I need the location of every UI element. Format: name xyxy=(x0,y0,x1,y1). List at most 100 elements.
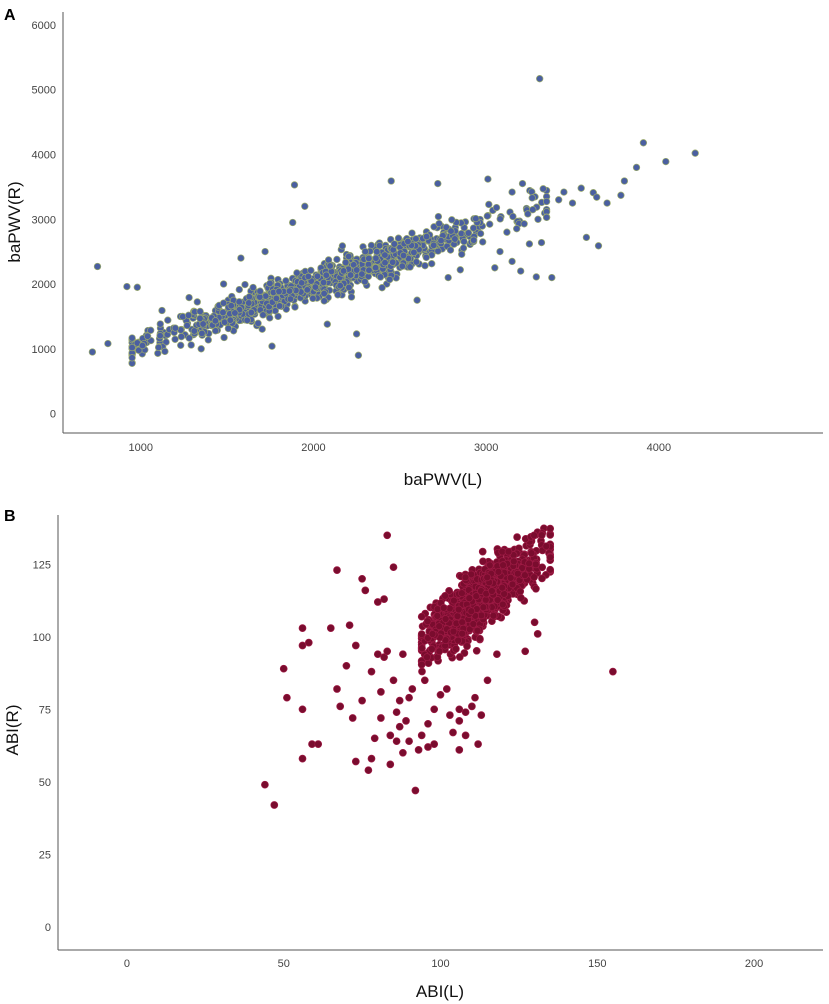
data-point xyxy=(272,294,281,303)
data-point xyxy=(348,714,357,722)
data-point xyxy=(372,254,380,262)
data-point xyxy=(156,332,164,340)
data-point xyxy=(412,235,420,243)
data-point xyxy=(261,247,269,256)
data-point xyxy=(513,533,521,541)
data-point xyxy=(383,531,392,540)
data-point xyxy=(386,731,395,740)
data-point xyxy=(484,175,492,183)
data-point xyxy=(231,309,239,317)
data-point xyxy=(620,177,629,185)
data-point xyxy=(538,563,547,572)
data-point xyxy=(529,206,537,214)
data-point xyxy=(577,184,585,192)
data-point xyxy=(358,574,366,583)
data-point xyxy=(503,228,511,236)
data-point xyxy=(417,630,426,638)
data-point xyxy=(434,179,442,188)
data-point xyxy=(498,583,507,592)
data-point xyxy=(322,271,330,279)
data-point xyxy=(453,612,462,620)
data-point xyxy=(448,216,456,224)
data-point xyxy=(156,320,164,328)
data-point xyxy=(275,287,283,296)
data-point xyxy=(367,754,376,763)
data-point xyxy=(476,634,484,643)
ticks-a: 1000 2000 3000 4000 0 1000 2000 3000 4000 5000 600… xyxy=(32,20,672,454)
data-point xyxy=(430,740,439,748)
panel-label-b: B xyxy=(4,508,16,525)
data-point xyxy=(314,740,323,748)
data-point xyxy=(452,645,460,653)
data-point xyxy=(333,685,341,693)
data-point xyxy=(245,299,253,307)
data-point xyxy=(389,246,397,254)
data-point xyxy=(289,218,297,227)
data-point xyxy=(371,264,380,272)
x-axis-label-a: baPWV(L) xyxy=(404,470,482,489)
data-point xyxy=(489,611,498,620)
data-point xyxy=(373,598,382,606)
data-point xyxy=(423,653,431,661)
data-point xyxy=(428,260,436,268)
data-point xyxy=(291,303,299,311)
data-point xyxy=(530,573,538,582)
data-point xyxy=(546,531,555,539)
data-point xyxy=(399,251,408,260)
data-point xyxy=(455,746,464,754)
data-point xyxy=(537,238,546,247)
data-point xyxy=(304,638,313,647)
data-point xyxy=(441,615,450,623)
points-b xyxy=(261,524,617,809)
data-point xyxy=(353,266,361,274)
data-point xyxy=(347,293,356,301)
data-point xyxy=(367,241,376,250)
data-point xyxy=(352,330,361,338)
data-point xyxy=(204,336,212,344)
data-point xyxy=(88,348,97,356)
data-point xyxy=(479,238,487,246)
data-point xyxy=(434,212,443,221)
data-point xyxy=(256,287,264,295)
data-point xyxy=(492,203,501,212)
data-point xyxy=(303,286,311,294)
data-point xyxy=(283,693,291,702)
y-tick-label-b: 0 xyxy=(45,922,51,934)
y-tick-label-a: 6000 xyxy=(32,20,56,32)
data-point xyxy=(406,263,414,271)
x-tick-label-a: 1000 xyxy=(128,442,152,454)
data-point xyxy=(491,264,499,272)
data-point xyxy=(408,685,417,693)
data-point xyxy=(235,285,243,294)
data-point xyxy=(469,620,478,628)
ticks-b: 0 50 100 150 200 0 25 50 75 100 125 xyxy=(33,559,764,970)
data-point xyxy=(472,646,481,655)
data-point xyxy=(509,212,517,221)
data-point xyxy=(247,308,255,317)
data-point xyxy=(311,283,320,291)
data-point xyxy=(268,342,276,350)
data-point xyxy=(377,714,385,722)
data-point xyxy=(266,279,274,288)
data-point xyxy=(298,705,307,714)
data-point xyxy=(128,354,136,362)
data-point xyxy=(603,199,611,207)
data-point xyxy=(463,642,471,650)
data-point xyxy=(461,573,470,582)
data-point xyxy=(496,215,504,223)
data-point xyxy=(196,307,204,316)
data-point xyxy=(259,311,267,319)
data-point xyxy=(433,612,442,620)
data-point xyxy=(439,604,448,612)
data-point xyxy=(412,258,421,266)
data-point xyxy=(342,258,350,267)
data-point xyxy=(226,316,234,324)
data-point xyxy=(373,650,382,659)
data-point xyxy=(632,163,641,172)
data-point xyxy=(365,254,373,263)
data-point xyxy=(345,621,354,630)
y-tick-label-a: 0 xyxy=(50,409,56,421)
data-point xyxy=(449,627,458,636)
data-point xyxy=(449,728,457,737)
data-point xyxy=(224,324,233,333)
